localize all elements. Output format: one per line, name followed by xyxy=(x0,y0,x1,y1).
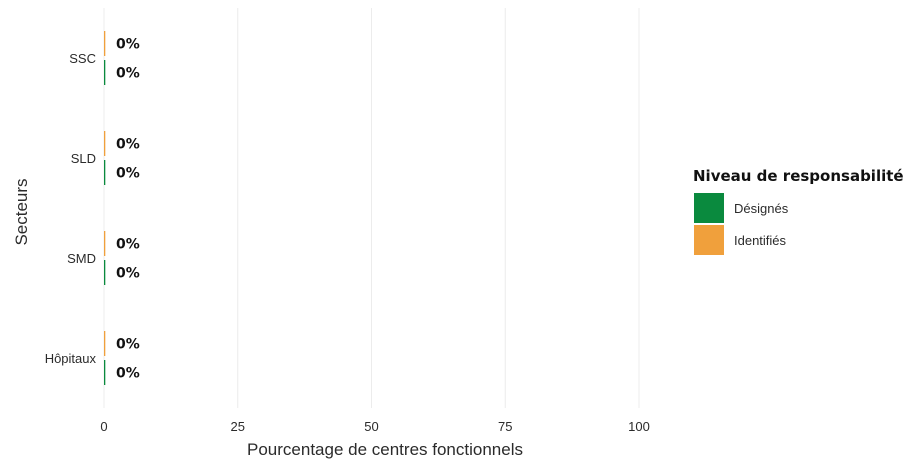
data-label-sld-designes: 0% xyxy=(116,166,140,182)
y-tick-label-ssc: SSC xyxy=(69,51,96,66)
bar-hopitaux-designes xyxy=(104,360,106,385)
legend-swatch-designes xyxy=(694,193,724,223)
bars xyxy=(104,31,106,385)
y-tick-labels: SSC SLD SMD Hôpitaux xyxy=(45,51,97,366)
x-tick-label-75: 75 xyxy=(498,419,512,434)
legend: Niveau de responsabilité Désignés Identi… xyxy=(693,167,904,255)
y-tick-label-smd: SMD xyxy=(67,251,96,266)
bar-smd-identifies xyxy=(104,231,106,256)
bar-ssc-identifies xyxy=(104,31,106,56)
legend-title: Niveau de responsabilité xyxy=(693,167,904,185)
x-tick-label-25: 25 xyxy=(231,419,245,434)
legend-swatch-identifies xyxy=(694,225,724,255)
x-tick-label-100: 100 xyxy=(628,419,650,434)
data-label-hopitaux-identifies: 0% xyxy=(116,337,140,353)
bar-smd-designes xyxy=(104,260,106,285)
x-axis-title: Pourcentage de centres fonctionnels xyxy=(247,440,523,459)
data-label-sld-identifies: 0% xyxy=(116,137,140,153)
legend-label-designes: Désignés xyxy=(734,201,789,216)
data-labels: 0% 0% 0% 0% 0% 0% 0% 0% xyxy=(116,37,140,382)
legend-label-identifies: Identifiés xyxy=(734,233,787,248)
bar-hopitaux-identifies xyxy=(104,331,106,356)
x-tick-label-50: 50 xyxy=(364,419,378,434)
data-label-smd-identifies: 0% xyxy=(116,237,140,253)
data-label-ssc-designes: 0% xyxy=(116,66,140,82)
x-tick-label-0: 0 xyxy=(100,419,107,434)
y-axis-title: Secteurs xyxy=(12,178,31,245)
y-tick-label-sld: SLD xyxy=(71,151,96,166)
data-label-smd-designes: 0% xyxy=(116,266,140,282)
bar-sld-identifies xyxy=(104,131,106,156)
x-tick-labels: 0 25 50 75 100 xyxy=(100,419,649,434)
data-label-ssc-identifies: 0% xyxy=(116,37,140,53)
bar-ssc-designes xyxy=(104,60,106,85)
data-label-hopitaux-designes: 0% xyxy=(116,366,140,382)
gridlines xyxy=(103,8,640,408)
bar-sld-designes xyxy=(104,160,106,185)
y-tick-label-hopitaux: Hôpitaux xyxy=(45,351,97,366)
